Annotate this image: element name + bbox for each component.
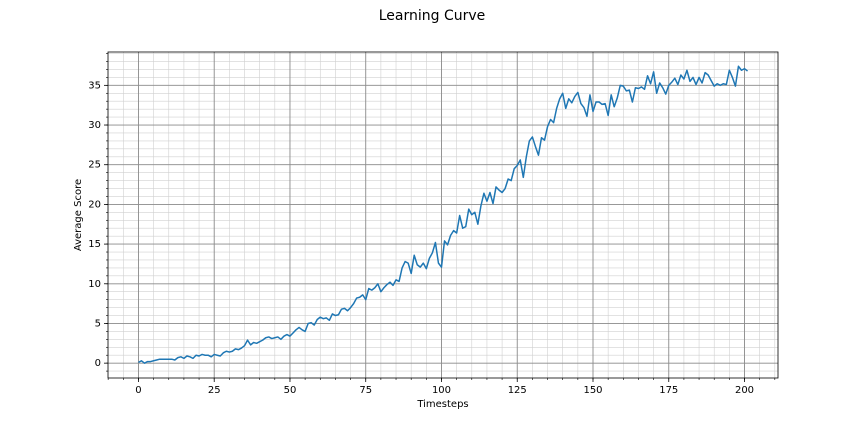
y-tick-label: 5 — [95, 318, 101, 329]
y-tick-label: 25 — [88, 160, 101, 171]
chart-title: Learning Curve — [379, 8, 486, 24]
x-axis-label: Timesteps — [416, 399, 468, 410]
y-axis-label: Average Score — [73, 179, 84, 251]
data-line — [138, 65, 749, 364]
x-tick-label: 125 — [508, 385, 527, 396]
x-tick-label: 50 — [284, 385, 297, 396]
plot-frame — [107, 51, 779, 379]
y-tick-label: 35 — [88, 80, 101, 91]
y-tick-label: 15 — [88, 239, 101, 250]
x-tick-label: 175 — [659, 385, 678, 396]
x-tick-label: 25 — [208, 385, 221, 396]
y-tick-label: 20 — [88, 199, 101, 210]
y-tick-label: 30 — [88, 120, 101, 131]
x-tick-label: 100 — [432, 385, 451, 396]
x-tick-label: 150 — [583, 385, 602, 396]
y-tick-label: 10 — [88, 279, 101, 290]
x-tick-label: 200 — [735, 385, 754, 396]
x-tick-label: 0 — [135, 385, 141, 396]
x-tick-label: 75 — [359, 385, 372, 396]
y-tick-label: 0 — [95, 358, 101, 369]
